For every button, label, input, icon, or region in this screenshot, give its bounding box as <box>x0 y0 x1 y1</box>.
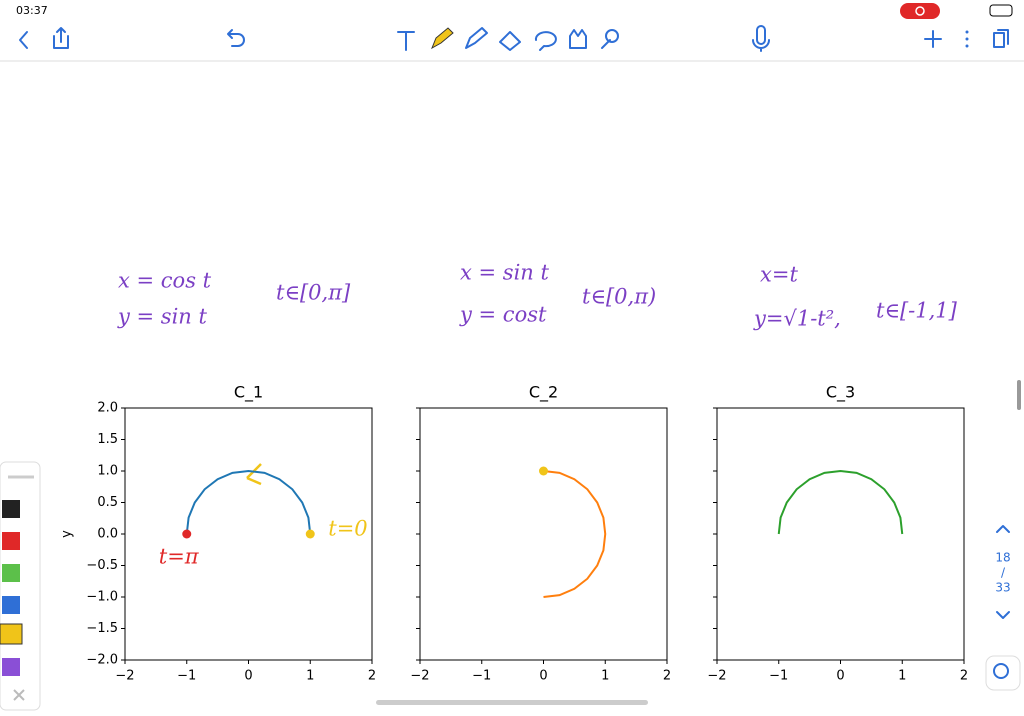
chart-title: C_2 <box>529 383 558 403</box>
pen-red[interactable] <box>2 532 20 550</box>
x-tick-label: 2 <box>368 669 376 684</box>
x-tick-label: −2 <box>707 669 726 684</box>
handwritten-point <box>305 529 315 539</box>
shape-tool[interactable] <box>569 29 587 49</box>
note-line: x = sin t <box>460 261 549 285</box>
note-line: y = sin t <box>117 305 208 329</box>
laser-tool[interactable] <box>601 29 619 49</box>
page-current: 18 <box>995 551 1010 565</box>
status-time: 03:37 <box>16 4 48 17</box>
x-tick-label: 1 <box>601 669 609 684</box>
note-line: y = cost <box>459 303 547 327</box>
plot-frame <box>716 407 965 661</box>
x-tick-label: 2 <box>663 669 671 684</box>
x-tick-label: 0 <box>836 669 844 684</box>
pen-yellow[interactable] <box>0 623 23 645</box>
y-tick-label: −1.5 <box>86 621 118 636</box>
y-tick-label: 1.0 <box>97 464 118 479</box>
x-tick-label: 0 <box>539 669 547 684</box>
x-tick-label: −1 <box>769 669 788 684</box>
chart-title: C_3 <box>826 383 855 403</box>
x-tick-label: −2 <box>115 669 134 684</box>
scrollbar <box>1017 380 1021 410</box>
recording-indicator <box>900 3 940 19</box>
x-tick-label: 0 <box>244 669 252 684</box>
pen-purple[interactable] <box>2 658 20 676</box>
share-button[interactable] <box>53 27 69 49</box>
undo-button[interactable] <box>227 29 245 47</box>
eraser-tool[interactable] <box>499 31 521 51</box>
x-tick-label: −2 <box>410 669 429 684</box>
add-button[interactable] <box>924 30 942 48</box>
note-range: t∈[0,π] <box>276 281 351 305</box>
prev-page[interactable] <box>996 525 1010 533</box>
curve <box>777 469 904 535</box>
battery <box>989 4 1013 17</box>
palette-panel <box>0 461 41 711</box>
y-tick-label: 0.0 <box>97 527 118 542</box>
notes: x = cos t y = sin t t∈[0,π] x = sin t y … <box>117 261 958 331</box>
note-line: y=√1-t², <box>753 307 841 331</box>
lasso-tool[interactable] <box>534 31 557 51</box>
handwritten-point <box>182 529 192 539</box>
toolbar <box>19 25 1009 52</box>
pen-green[interactable] <box>2 564 20 582</box>
pen-blue[interactable] <box>2 596 20 614</box>
y-tick-label: 0.5 <box>97 495 118 510</box>
x-tick-label: −1 <box>472 669 491 684</box>
close-palette[interactable] <box>13 689 25 701</box>
x-tick-label: 1 <box>306 669 314 684</box>
curve <box>185 469 312 535</box>
pen-palette <box>0 461 41 711</box>
home-indicator <box>376 700 648 705</box>
y-axis-label: y <box>60 530 75 538</box>
x-tick-label: 1 <box>898 669 906 684</box>
record-icon <box>915 6 925 16</box>
y-tick-label: 2.0 <box>97 401 118 416</box>
y-tick-label: −2.0 <box>86 653 118 668</box>
note-line: x = cos t <box>118 269 212 293</box>
zoom-icon <box>993 663 1009 679</box>
handwritten-label: t=0 <box>328 517 367 541</box>
text-tool[interactable] <box>397 31 415 51</box>
microphone-button[interactable] <box>752 25 770 52</box>
note-range: t∈[0,π) <box>582 285 656 309</box>
curve <box>543 470 607 598</box>
back-button[interactable] <box>19 31 28 49</box>
highlighter-tool[interactable] <box>465 27 488 49</box>
note-range: t∈[-1,1] <box>876 299 958 323</box>
y-tick-label: 1.5 <box>97 432 118 447</box>
pen-tool[interactable] <box>431 27 454 50</box>
y-tick-label: −0.5 <box>86 558 118 573</box>
handwritten-label: t=π <box>159 545 200 569</box>
next-page[interactable] <box>996 611 1010 619</box>
x-tick-label: 2 <box>960 669 968 684</box>
plot-frame <box>419 407 668 661</box>
direction-arrow <box>246 463 262 486</box>
y-tick-label: −1.0 <box>86 590 118 605</box>
pages-button[interactable] <box>993 29 1009 48</box>
zoom-button[interactable] <box>985 655 1021 691</box>
pen-black[interactable] <box>2 500 20 518</box>
note-line: x=t <box>760 263 798 287</box>
x-tick-label: −1 <box>177 669 196 684</box>
handwritten-point <box>539 466 548 476</box>
chart-title: C_1 <box>234 383 263 403</box>
page-separator: / <box>1001 566 1006 580</box>
page-total: 33 <box>995 581 1010 595</box>
